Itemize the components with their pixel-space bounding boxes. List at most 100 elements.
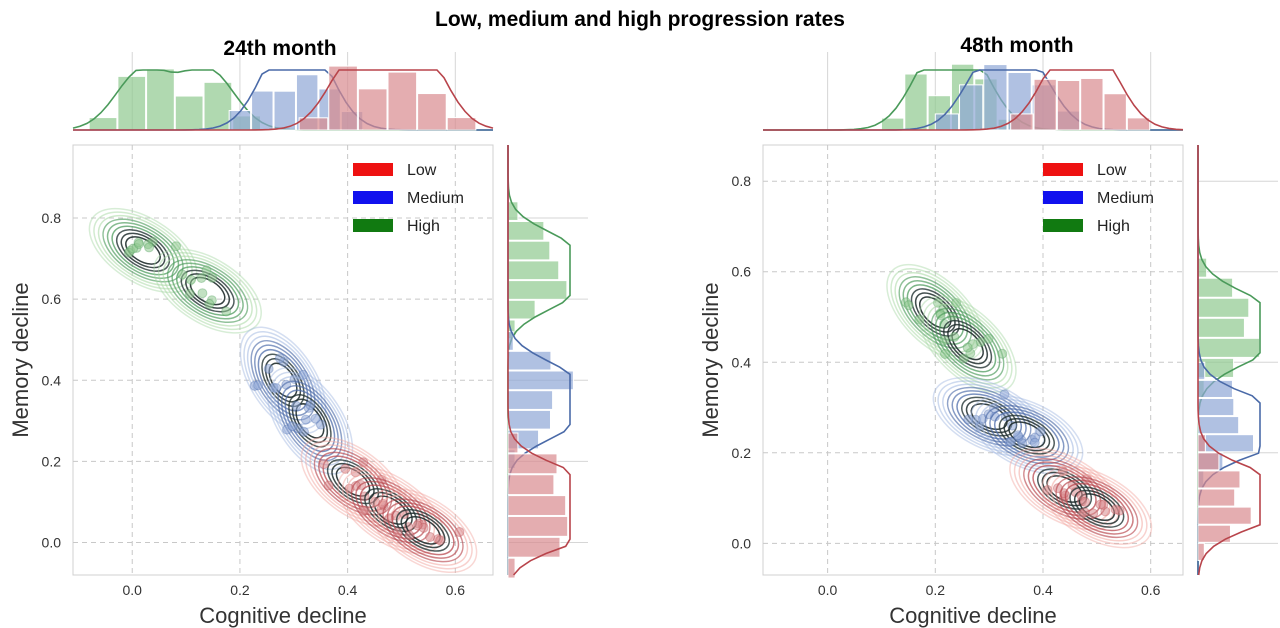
panel-title: 48th month — [960, 34, 1073, 57]
top-hist-bar-low — [417, 93, 447, 131]
top-kde-low — [763, 69, 1184, 131]
x-tick-label: 0.2 — [926, 582, 946, 598]
legend-label-low: Low — [407, 162, 437, 179]
scatter-point-medium — [298, 426, 309, 437]
scatter-point-low — [340, 463, 351, 474]
y-axis-label: Memory decline — [8, 282, 33, 437]
x-tick-label: 0.6 — [446, 582, 466, 598]
x-tick-label: 0.6 — [1141, 582, 1161, 598]
contour-medium — [270, 371, 350, 471]
contour-high — [947, 323, 989, 365]
contour-high — [918, 295, 1017, 393]
top-hist-bar-medium — [959, 84, 984, 131]
right-hist-bar-low — [1197, 434, 1206, 453]
contour-high — [111, 225, 175, 276]
contour-low — [1041, 465, 1153, 549]
scatter-point-low — [1076, 509, 1087, 520]
contour-high — [914, 292, 956, 333]
contour-high — [934, 311, 1001, 377]
scatter-point-high — [221, 306, 232, 317]
top-hist-bar-medium — [251, 90, 274, 131]
contour-high — [162, 255, 253, 327]
right-hist-bar-high — [507, 260, 560, 281]
contour-medium — [277, 380, 343, 462]
top-hist-bar-high — [174, 95, 204, 131]
right-hist-bar-high — [1197, 277, 1234, 298]
scatter-point-low — [425, 532, 436, 543]
scatter-point-medium — [1012, 430, 1023, 441]
scatter-point-medium — [310, 413, 321, 424]
right-hist-bar-medium — [507, 409, 551, 430]
y-tick-label: 0.2 — [42, 453, 62, 469]
scatter-point-low — [404, 530, 415, 541]
contour-high — [171, 262, 244, 320]
contour-high — [886, 263, 985, 362]
legend-swatch-medium — [353, 191, 393, 204]
contour-medium — [257, 349, 309, 412]
legend-label-high: High — [407, 218, 440, 235]
x-tick-label: 0.0 — [122, 582, 142, 598]
top-hist-bar-high — [904, 73, 928, 131]
contour-high — [902, 280, 969, 345]
contour-high — [157, 251, 258, 331]
contour-low — [1009, 447, 1120, 531]
contour-medium — [970, 395, 1084, 475]
legend-swatch-high — [1043, 219, 1083, 232]
top-hist-bar-medium — [228, 110, 252, 131]
top-hist-bar-low — [1033, 78, 1057, 131]
scatter-point-low — [392, 527, 403, 538]
contour-medium — [273, 376, 347, 466]
contour-medium — [975, 398, 1079, 471]
right-hist-bar-low — [507, 495, 567, 516]
y-tick-label: 0.6 — [732, 264, 752, 280]
y-tick-label: 0.8 — [42, 210, 62, 226]
contour-low — [368, 487, 478, 573]
legend-label-low: Low — [1097, 162, 1127, 179]
top-hist-bar-low — [1103, 93, 1127, 131]
scatter-point-high — [133, 238, 144, 249]
scatter-point-low — [412, 520, 423, 531]
contour-low — [1050, 472, 1143, 542]
scatter-point-medium — [1029, 437, 1040, 448]
right-hist-bar-low — [507, 474, 555, 496]
right-hist-bar-low — [1197, 524, 1231, 543]
top-hist-bar-medium — [273, 90, 296, 131]
contour-medium — [243, 331, 323, 430]
contour-medium — [989, 408, 1065, 462]
right-hist-bar-low — [507, 453, 558, 475]
scatter-point-low — [1080, 496, 1091, 507]
right-hist-bar-low — [1197, 470, 1241, 489]
top-hist-bar-low — [328, 65, 358, 131]
y-tick-label: 0.2 — [732, 445, 752, 461]
legend-label-medium: Medium — [407, 190, 464, 207]
right-hist-bar-high — [1197, 337, 1261, 358]
scatter-point-high — [171, 241, 182, 252]
right-hist-bar-high — [507, 240, 551, 261]
right-hist-bar-medium — [1197, 379, 1233, 398]
contour-high — [930, 307, 1005, 381]
right-hist-bar-medium — [1197, 397, 1235, 417]
scatter-point-medium — [1005, 436, 1016, 447]
y-axis-label: Memory decline — [698, 282, 723, 437]
right-hist-bar-low — [1197, 488, 1236, 507]
scatter-point-low — [1110, 504, 1121, 515]
contour-medium — [979, 401, 1074, 468]
top-hist-bar-low — [1010, 113, 1034, 131]
scatter-point-high — [997, 348, 1008, 359]
scatter-point-high — [204, 299, 215, 310]
y-tick-label: 0.0 — [732, 535, 752, 551]
figure-title: Low, medium and high progression rates — [435, 8, 845, 31]
right-kde-low — [1197, 145, 1261, 576]
right-hist-bar-low — [507, 557, 516, 579]
scatter-point-high — [144, 242, 155, 253]
top-hist-bar-high — [117, 75, 147, 131]
contour-medium — [246, 335, 320, 426]
contour-low — [382, 498, 464, 563]
scatter-point-medium — [1035, 426, 1046, 437]
contour-low — [377, 494, 469, 566]
contour-medium — [280, 385, 339, 457]
contour-low — [1060, 479, 1134, 535]
legend-label-high: High — [1097, 218, 1130, 235]
legend-label-medium: Medium — [1097, 190, 1154, 207]
